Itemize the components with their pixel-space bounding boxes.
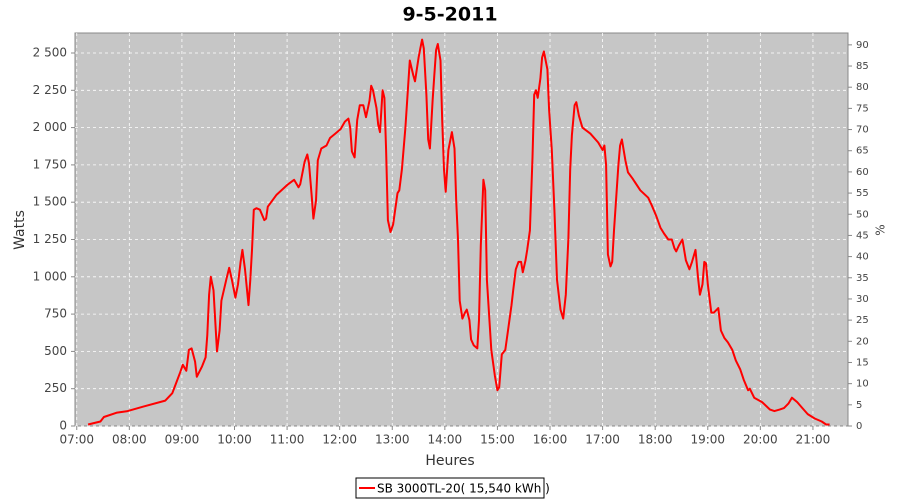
x-tick-label: 20:00: [743, 433, 778, 447]
y-tick-label: 2 250: [33, 83, 67, 97]
y2-tick-label: 20: [856, 336, 869, 347]
y-tick-label: 2 500: [33, 45, 67, 59]
x-tick-label: 17:00: [585, 433, 620, 447]
x-tick-label: 19:00: [690, 433, 725, 447]
legend-label: SB 3000TL-20( 15,540 kWh ): [377, 482, 550, 496]
y-tick-label: 1 500: [33, 195, 67, 209]
chart-title: 9-5-2011: [402, 4, 497, 26]
y-tick-label: 500: [44, 344, 67, 358]
y2-tick-label: 40: [856, 252, 869, 263]
y2-tick-label: 75: [856, 103, 869, 114]
y-tick-label: 1 750: [33, 157, 67, 171]
x-tick-label: 21:00: [796, 433, 831, 447]
y2-tick-label: 25: [856, 315, 869, 326]
x-tick-label: 12:00: [322, 433, 357, 447]
line-series: [87, 38, 830, 426]
y2-tick-label: 50: [856, 209, 869, 220]
x-tick-label: 09:00: [165, 433, 200, 447]
y-tick-label: 750: [44, 307, 67, 321]
x-tick-label: 07:00: [59, 433, 94, 447]
y-tick-label: 1 250: [33, 232, 67, 246]
y2-tick-label: 80: [856, 82, 869, 93]
y2-tick-label: 5: [856, 400, 862, 411]
x-tick-label: 15:00: [480, 433, 515, 447]
y2-tick-label: 45: [856, 230, 869, 241]
y2-tick-label: 15: [856, 357, 869, 368]
x-axis-label: Heures: [425, 453, 474, 469]
x-tick-label: 08:00: [112, 433, 147, 447]
plot-area: [74, 32, 849, 427]
y2-tick-label: 55: [856, 188, 869, 199]
y2-tick-label: 60: [856, 167, 869, 178]
y2-tick-label: 10: [856, 379, 869, 390]
y-tick-label: 250: [44, 381, 67, 395]
y2-tick-label: 85: [856, 61, 869, 72]
x-tick-label: 18:00: [638, 433, 673, 447]
y-tick-label: 2 000: [33, 120, 67, 134]
y2-axis-label: %: [874, 224, 888, 235]
y2-tick-label: 0: [856, 421, 862, 432]
y2-tick-label: 65: [856, 146, 869, 157]
x-tick-label: 13:00: [375, 433, 410, 447]
x-tick-label: 10:00: [217, 433, 252, 447]
x-tick-label: 14:00: [428, 433, 463, 447]
y-tick-label: 1 000: [33, 269, 67, 283]
x-tick-label: 11:00: [270, 433, 305, 447]
y2-tick-label: 90: [856, 40, 869, 51]
y-axis-label: Watts: [12, 210, 28, 250]
legend-box: [355, 477, 545, 499]
y-tick-label: 0: [59, 419, 67, 433]
y2-tick-label: 70: [856, 125, 869, 136]
y2-tick-label: 35: [856, 273, 869, 284]
x-tick-label: 16:00: [533, 433, 568, 447]
y2-tick-label: 30: [856, 294, 869, 305]
